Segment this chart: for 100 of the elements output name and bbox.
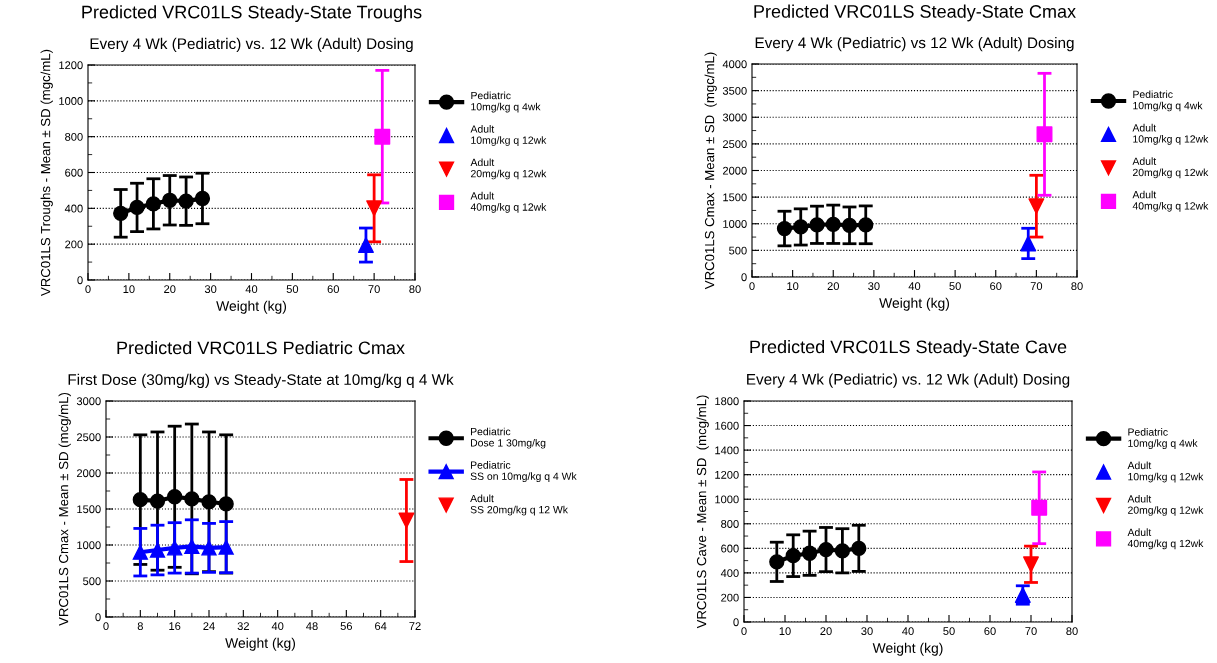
y-tick-label: 400 xyxy=(720,569,739,578)
x-tick-label: 8 xyxy=(137,622,143,631)
y-tick-label: 1600 xyxy=(715,421,739,430)
y-tick-label: 1000 xyxy=(59,97,83,105)
chart-subtitle: Every 4 Wk (Pediatric) vs. 12 Wk (Adult) Dosing xyxy=(747,373,1070,388)
y-tick-label: 200 xyxy=(721,593,739,602)
x-tick-label: 64 xyxy=(375,622,387,631)
point xyxy=(834,543,851,559)
y-tick-label: 800 xyxy=(721,520,739,528)
legend-label: Adult 40mg/kg q 12wk xyxy=(1127,528,1204,550)
point xyxy=(167,540,183,556)
x-tick-label: 16 xyxy=(169,622,181,631)
point xyxy=(145,196,162,212)
y-tick-label: 0 xyxy=(95,613,101,622)
x-tick-label: 0 xyxy=(103,622,109,631)
y-tick-label: 400 xyxy=(64,204,83,213)
legend-label: Adult 10mg/kg q 12wk xyxy=(470,125,547,146)
y-tick-label: 600 xyxy=(721,544,739,553)
point xyxy=(1023,556,1039,573)
x-tick-label: 56 xyxy=(340,622,353,631)
x-tick-label: 40 xyxy=(902,627,914,636)
y-axis-title: VRC01LS Cmax - Mean ± SD (mgc/mL) xyxy=(704,52,717,290)
legend-label: Adult 20mg/kg q 12wk xyxy=(470,158,547,180)
x-tick-label: 20 xyxy=(164,285,176,294)
point xyxy=(801,545,818,561)
x-tick-label: 50 xyxy=(949,282,961,291)
y-tick-label: 1800 xyxy=(715,397,739,406)
legend-label: Adult SS 20mg/kg q 12 Wk xyxy=(470,494,568,516)
legend-label: Pediatric 10mg/kg q 4wk xyxy=(1128,428,1198,449)
y-tick-label: 600 xyxy=(65,168,83,177)
legend-label: Adult 40mg/kg q 12wk xyxy=(1132,190,1209,212)
x-tick-label: 20 xyxy=(820,627,832,636)
y-tick-label: 2500 xyxy=(722,140,747,149)
point xyxy=(201,494,217,510)
y-tick-label: 1500 xyxy=(723,193,747,202)
y-tick-label: 200 xyxy=(65,240,83,249)
legend-label: Adult 10mg/kg q 12wk xyxy=(1127,461,1204,483)
y-tick-label: 1200 xyxy=(715,470,739,479)
point xyxy=(113,205,129,221)
point xyxy=(194,190,211,207)
y-tick-label: 0 xyxy=(741,273,747,282)
point xyxy=(218,539,234,555)
x-tick-label: 80 xyxy=(1071,282,1083,291)
y-tick-label: 3000 xyxy=(722,113,747,122)
y-tick-label: 500 xyxy=(83,577,101,586)
x-tick-label: 40 xyxy=(908,282,921,291)
point xyxy=(366,200,383,217)
chart-title: Predicted VRC01LS Steady-State Troughs xyxy=(82,5,422,22)
point xyxy=(398,512,415,529)
y-tick-label: 2000 xyxy=(76,469,101,478)
x-axis-title: Weight (kg) xyxy=(216,300,287,314)
chart-subtitle: First Dose (30mg/kg) vs Steady-State at 10mg/kg q 4 Wk xyxy=(68,373,454,389)
point xyxy=(129,199,145,216)
legend-label: Pediatric Dose 1 30mg/kg xyxy=(470,427,546,449)
chart-title: Predicted VRC01LS Steady-State Cmax xyxy=(754,4,1076,22)
point xyxy=(809,217,825,233)
x-tick-label: 80 xyxy=(409,285,421,294)
x-tick-label: 30 xyxy=(861,627,873,636)
x-tick-label: 70 xyxy=(368,285,380,294)
y-tick-label: 500 xyxy=(729,246,747,255)
x-tick-label: 30 xyxy=(868,282,880,291)
x-tick-label: 72 xyxy=(409,622,421,630)
point xyxy=(776,220,793,237)
point xyxy=(184,538,200,555)
y-tick-label: 1500 xyxy=(77,505,101,514)
x-tick-label: 10 xyxy=(779,627,791,636)
legend-label: Adult 20mg/kg q 12wk xyxy=(1132,157,1209,179)
legend-label: Pediatric 10mg/kg q 4wk xyxy=(471,91,541,113)
y-axis-title: VRC01LS Cave - Mean ± SD (mcg/mL) xyxy=(696,395,709,629)
point xyxy=(184,491,200,507)
chart-subtitle: Every 4 Wk (Pediatric) vs. 12 Wk (Adult) Dosing xyxy=(90,37,413,53)
x-tick-label: 40 xyxy=(245,285,258,294)
y-tick-label: 0 xyxy=(77,276,83,285)
point xyxy=(769,554,785,570)
point xyxy=(1036,126,1053,143)
y-tick-label: 2500 xyxy=(76,433,101,442)
point xyxy=(132,544,148,560)
x-tick-label: 70 xyxy=(1025,627,1037,636)
point xyxy=(167,489,183,505)
point xyxy=(1028,198,1045,215)
point xyxy=(149,542,166,558)
point xyxy=(374,128,391,145)
y-tick-label: 1200 xyxy=(59,61,83,70)
legend-label: Adult 10mg/kg q 12wk xyxy=(1132,123,1209,145)
x-tick-label: 60 xyxy=(984,627,996,636)
legend-label: Pediatric 10mg/kg q 4wk xyxy=(1133,90,1203,112)
x-tick-label: 70 xyxy=(1030,282,1043,291)
x-tick-label: 40 xyxy=(271,622,284,631)
y-axis-title: VRC01LS Troughs - Mean ± SD (mgc/mL) xyxy=(40,49,53,296)
y-tick-label: 800 xyxy=(65,132,83,141)
y-tick-label: 1000 xyxy=(715,495,739,504)
point xyxy=(1020,235,1037,252)
x-tick-label: 24 xyxy=(203,622,215,630)
point xyxy=(162,192,178,208)
x-tick-label: 60 xyxy=(990,282,1002,291)
x-tick-label: 30 xyxy=(204,285,217,294)
point xyxy=(841,217,858,233)
point xyxy=(858,217,874,233)
y-tick-label: 4000 xyxy=(722,60,747,69)
point xyxy=(793,219,809,235)
